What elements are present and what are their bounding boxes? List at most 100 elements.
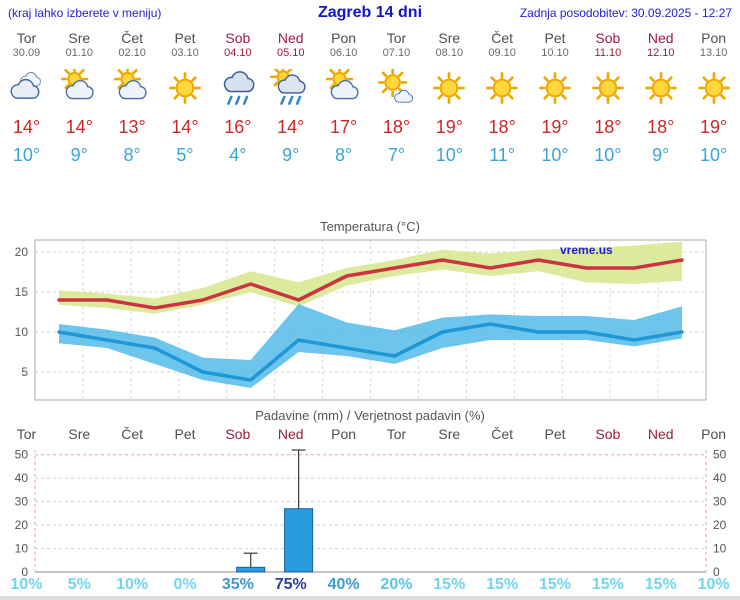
day-name: Tor: [386, 30, 407, 46]
temperature-chart-title: Temperatura (°C): [320, 219, 420, 234]
svg-text:10: 10: [15, 542, 29, 556]
partly-cloudy-icon: [53, 63, 106, 113]
partly-cloudy-icon: [317, 63, 370, 113]
temperature-chart: 5 10 15 20 vreme.us: [0, 234, 740, 406]
precip-probability: 10%: [697, 576, 730, 593]
day-date: 02.10: [118, 47, 146, 59]
svg-text:30: 30: [15, 495, 29, 509]
day-column[interactable]: Sob 11.10 18° 10°: [581, 30, 634, 167]
precip-probability: 15%: [644, 576, 677, 593]
last-updated: Zadnja posodobitev: 30.09.2025 - 12:27: [519, 6, 732, 20]
sunny-icon: [423, 63, 476, 113]
day-low-temp: 10°: [541, 145, 569, 165]
svg-text:15: 15: [15, 285, 29, 299]
day-column[interactable]: Ned 12.10 18° 9°: [634, 30, 687, 167]
day-name: Sob: [595, 30, 621, 46]
svg-text:10: 10: [15, 325, 29, 339]
day-date: 12.10: [646, 47, 675, 59]
svg-text:0: 0: [21, 565, 28, 579]
precip-probability: 5%: [67, 576, 91, 593]
day-high-temp: 18°: [382, 117, 411, 137]
day-low-temp: 8°: [123, 145, 141, 165]
day-date: 06.10: [329, 47, 358, 59]
day-date: 01.10: [65, 47, 94, 59]
day-name: Ned: [647, 30, 674, 46]
page-title: Zagreb 14 dni: [317, 4, 423, 21]
day-date: 30.09: [12, 47, 41, 59]
sunny-icon: [634, 63, 687, 113]
day-column[interactable]: Sre 01.10 14° 9°: [53, 30, 106, 167]
svg-text:50: 50: [713, 448, 727, 462]
precip-probability: 10%: [116, 576, 149, 593]
day-low-temp: 10°: [435, 145, 463, 165]
day-high-temp: 19°: [541, 117, 569, 137]
precip-day-label: Pon: [701, 426, 727, 442]
rain-icon: [211, 63, 264, 113]
page-header: (kraj lahko izberete v meniju) Zagreb 14…: [0, 4, 740, 26]
day-low-temp: 9°: [652, 145, 670, 165]
precip-day-label: Ned: [277, 426, 304, 442]
day-high-temp: 16°: [224, 117, 252, 137]
day-name: Sob: [225, 30, 251, 46]
day-high-temp: 13°: [118, 117, 146, 137]
sunny-icon: [581, 63, 634, 113]
day-name: Pon: [701, 30, 727, 46]
day-name: Čet: [491, 30, 514, 46]
svg-text:30: 30: [713, 495, 727, 509]
day-date: 05.10: [276, 47, 305, 59]
day-column[interactable]: Čet 09.10 18° 11°: [476, 30, 529, 167]
day-name: Ned: [277, 30, 304, 46]
day-name: Čet: [121, 30, 144, 46]
svg-text:20: 20: [15, 245, 29, 259]
day-column[interactable]: Tor 30.09 14° 10°: [0, 30, 53, 167]
day-high-temp: 18°: [488, 117, 516, 137]
cloudy-icon: [0, 63, 53, 113]
precip-probability: 15%: [433, 576, 466, 593]
precip-probability: 15%: [539, 576, 572, 593]
day-column[interactable]: Pet 10.10 19° 10°: [529, 30, 582, 167]
day-column[interactable]: Ned 05.10 14° 9°: [264, 30, 317, 167]
day-date: 04.10: [224, 47, 252, 59]
day-high-temp: 17°: [329, 117, 358, 137]
day-low-temp: 7°: [387, 145, 406, 165]
svg-text:5: 5: [21, 365, 28, 379]
day-low-temp: 10°: [594, 145, 622, 165]
day-low-temp: 8°: [334, 145, 353, 165]
svg-text:vreme.us: vreme.us: [560, 243, 613, 257]
precipitation-day-labels: Tor Sre Čet Pet Sob Ned Pon Tor Sre Čet Pet Sob Ned P…: [0, 426, 740, 442]
precip-day-label: Sob: [225, 426, 251, 442]
precipitation-chart: 0 0 10 10 20 20 30 30 40 40 50 50: [0, 444, 740, 580]
day-low-temp: 9°: [70, 145, 88, 165]
day-date: 07.10: [382, 47, 411, 59]
day-column[interactable]: Pet 03.10 14° 5°: [159, 30, 212, 167]
day-name: Sre: [68, 30, 91, 46]
day-date: 10.10: [541, 47, 569, 59]
svg-text:50: 50: [15, 448, 29, 462]
day-low-temp: 10°: [12, 145, 41, 165]
day-date: 09.10: [488, 47, 516, 59]
day-column[interactable]: Čet 02.10 13° 8°: [106, 30, 159, 167]
precip-day-label: Sob: [595, 426, 621, 442]
svg-text:10: 10: [713, 542, 727, 556]
precip-day-label: Pon: [331, 426, 357, 442]
precip-day-label: Pet: [544, 426, 566, 442]
day-column[interactable]: Pon 13.10 19° 10°: [687, 30, 740, 167]
day-date: 11.10: [594, 47, 622, 59]
day-column[interactable]: Sre 08.10 19° 10°: [423, 30, 476, 167]
day-low-temp: 11°: [489, 145, 516, 165]
svg-text:20: 20: [15, 518, 29, 532]
day-high-temp: 19°: [699, 117, 728, 137]
footer-bar: [0, 596, 740, 600]
sunny-icon: [159, 63, 212, 113]
day-name: Sre: [438, 30, 461, 46]
day-column[interactable]: Tor 07.10 18° 7°: [370, 30, 423, 167]
precip-probability: 0%: [173, 576, 197, 593]
svg-text:0: 0: [713, 565, 720, 579]
day-date: 13.10: [699, 47, 728, 59]
day-column[interactable]: Pon 06.10 17° 8°: [317, 30, 370, 167]
day-low-temp: 10°: [699, 145, 728, 165]
precip-probability: 75%: [274, 576, 307, 593]
forecast-days-row: Tor 30.09 14° 10° Sre 01.10 14° 9° Čet 02.10 13° 8°…: [0, 30, 740, 167]
day-column[interactable]: Sob 04.10 16° 4°: [211, 30, 264, 167]
